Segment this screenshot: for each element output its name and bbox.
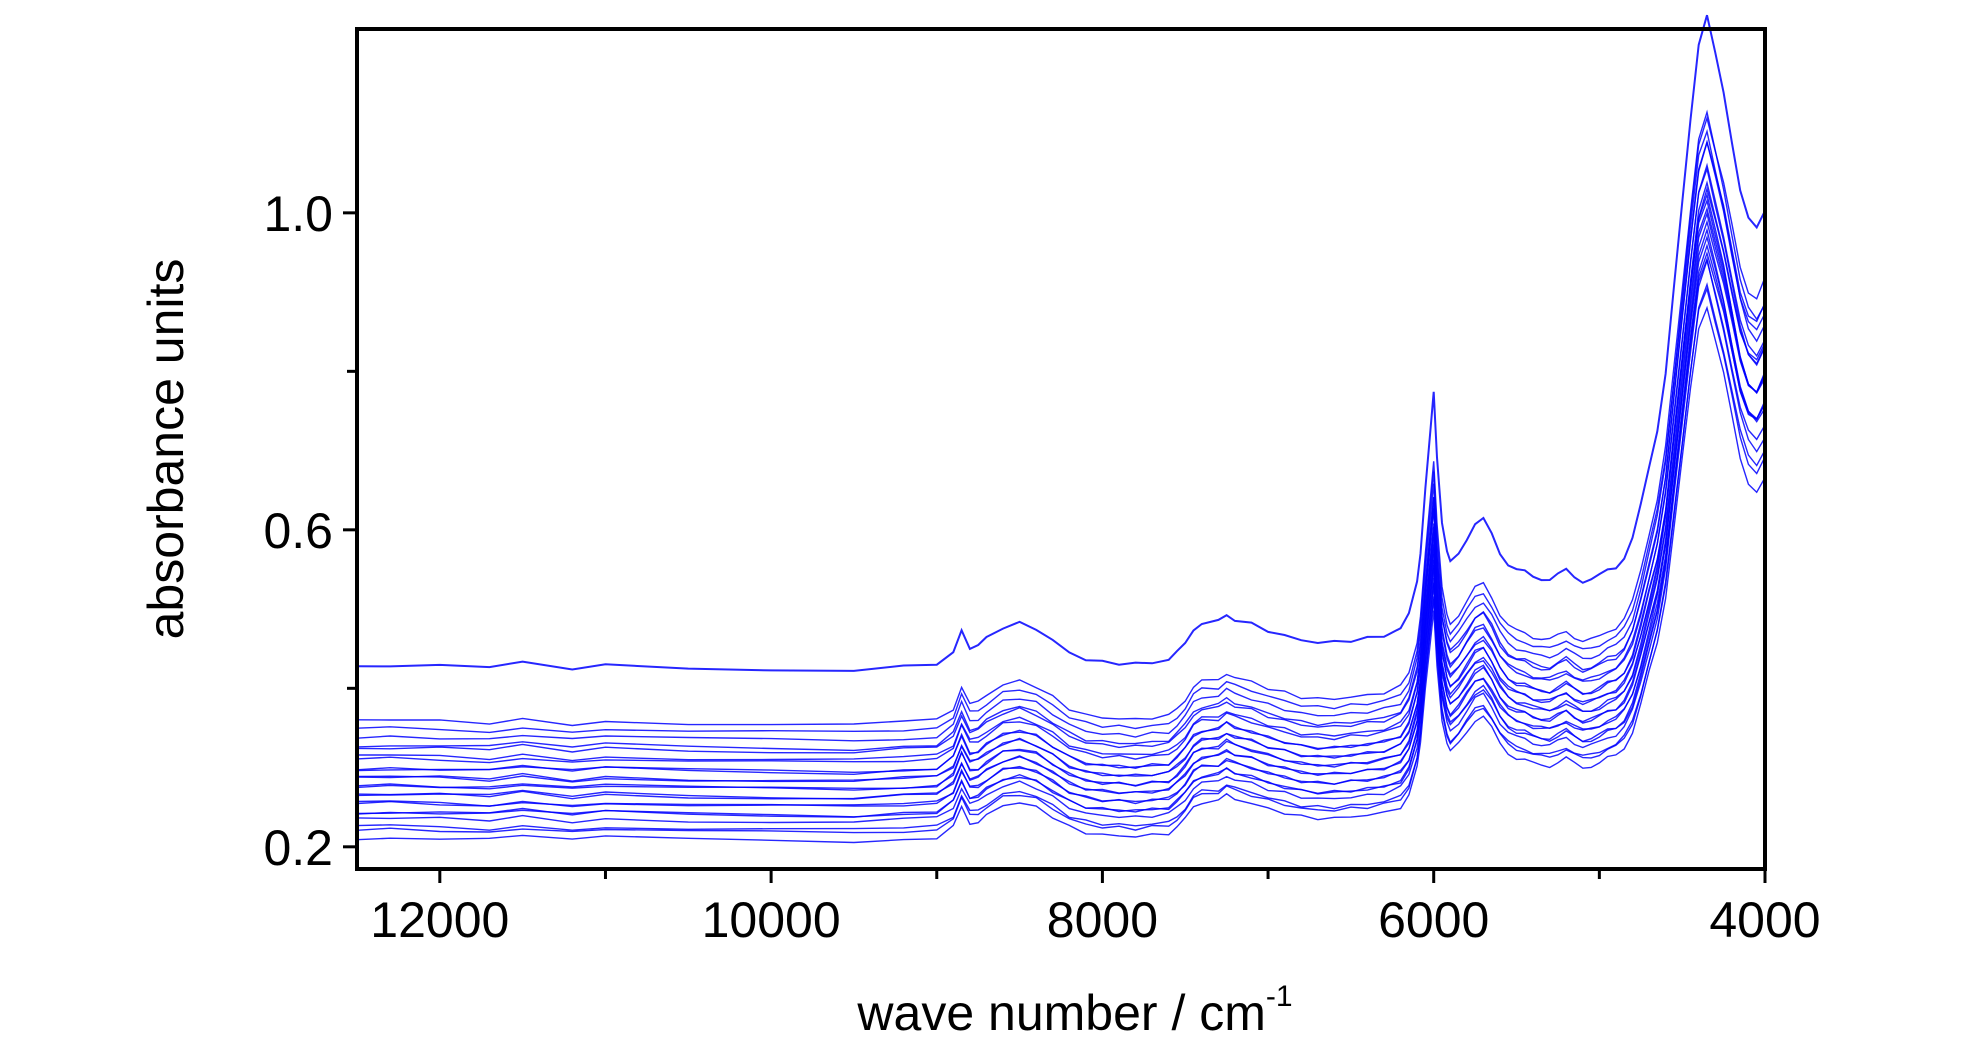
spectrum-line-16 [356, 198, 1766, 774]
axis-ticks [343, 211, 1767, 883]
spectrum-line-13 [356, 180, 1766, 783]
spectrum-line-1 [356, 305, 1766, 844]
spectrum-line-21 [356, 115, 1766, 742]
x-tick-label: 4000 [1709, 892, 1820, 948]
spectrum-line-18 [357, 162, 1766, 762]
spectrum-line-15 [356, 192, 1766, 776]
spectrum-line-3 [356, 282, 1766, 831]
x-axis-title-superscript: -1 [1266, 980, 1293, 1013]
spectrum-line-9 [356, 227, 1766, 800]
spectrum-line-20 [356, 139, 1766, 752]
y-tick-label: 1.0 [263, 186, 333, 242]
x-tick-label: 6000 [1378, 892, 1489, 948]
spectrum-line-23 [356, 109, 1766, 727]
spectrum-line-8 [356, 256, 1766, 808]
spectrum-line-17 [356, 166, 1766, 764]
x-tick-label: 10000 [702, 892, 841, 948]
spectrum-line-19 [356, 139, 1766, 754]
y-tick-label: 0.2 [263, 820, 333, 876]
spectrum-line-10 [356, 234, 1766, 800]
x-axis-title: wave number / cm-1 [856, 980, 1292, 1039]
spectrum-line-14 [356, 186, 1766, 783]
spectrum-line-22 [356, 128, 1766, 734]
y-tick-label: 0.6 [263, 503, 333, 559]
x-tick-label: 8000 [1047, 892, 1158, 948]
axis-tick-labels: 12000 10000 8000 6000 4000 0.2 0.6 1.0 [263, 186, 1820, 948]
spectrum-line-24 [356, 14, 1766, 672]
plot-frame [355, 27, 1767, 871]
y-axis-title: absorbance units [138, 259, 194, 640]
spectrum-line-4 [356, 258, 1766, 824]
x-tick-label: 12000 [370, 892, 509, 948]
spectrum-line-12 [356, 211, 1766, 790]
series-lines [356, 14, 1766, 844]
spectrum-line-6 [356, 250, 1766, 818]
x-axis-title-text: wave number / cm [856, 985, 1265, 1039]
